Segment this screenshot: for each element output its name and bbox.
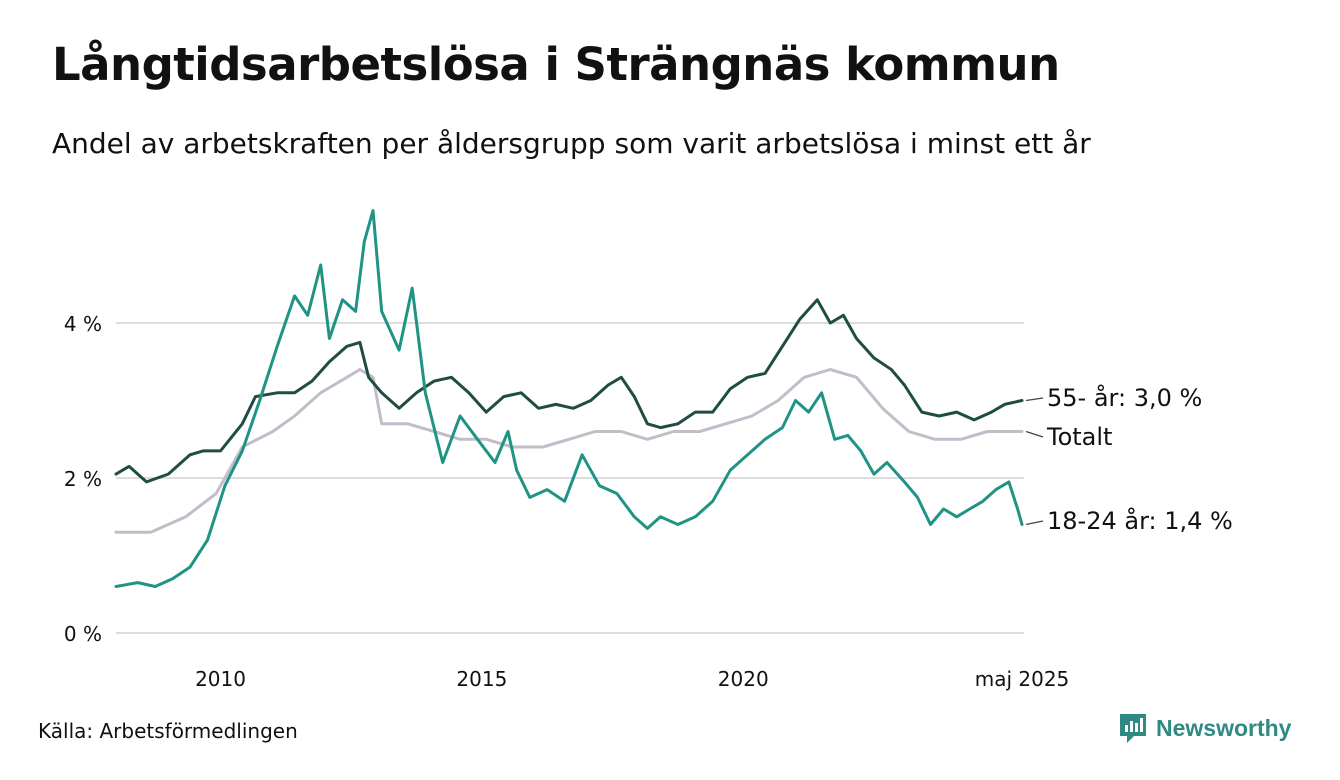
y-tick-label: 0 % (64, 622, 102, 646)
x-tick-label: 2020 (718, 667, 769, 691)
series-line-total (114, 368, 1024, 534)
gridlines (116, 322, 1024, 634)
source-note: Källa: Arbetsförmedlingen (38, 719, 298, 743)
series-lines (114, 209, 1024, 588)
chart-subtitle: Andel av arbetskraften per åldersgrupp s… (52, 127, 1091, 160)
series-line-older (114, 298, 1024, 484)
label-leader-young (1025, 520, 1044, 526)
chart-title: Långtidsarbetslösa i Strängnäs kommun (52, 38, 1060, 91)
newsworthy-logo-icon (1120, 714, 1146, 743)
label-leader-total (1025, 430, 1044, 438)
y-axis-ticks: 0 % 2 % 4 % (64, 312, 102, 646)
x-tick-label: maj 2025 (975, 667, 1070, 691)
x-tick-label: 2010 (195, 667, 246, 691)
brand-name: Newsworthy (1156, 714, 1292, 741)
y-tick-label: 4 % (64, 312, 102, 336)
brand-logo: Newsworthy (1118, 712, 1291, 744)
series-label-older: 55- år: 3,0 % (1047, 383, 1202, 412)
series-end-labels: Totalt 55- år: 3,0 % 18-24 år: 1,4 % (1025, 383, 1233, 535)
series-label-young: 18-24 år: 1,4 % (1047, 506, 1233, 535)
series-label-total: Totalt (1046, 423, 1112, 451)
x-tick-label: 2015 (456, 667, 507, 691)
line-chart: 0 % 2 % 4 % 2010 2015 2020 maj 2025 Totalt 55-… (64, 209, 1233, 691)
label-leader-older (1025, 397, 1044, 402)
series-line-young (114, 209, 1024, 588)
y-tick-label: 2 % (64, 467, 102, 491)
x-axis-ticks: 2010 2015 2020 maj 2025 (195, 667, 1069, 691)
